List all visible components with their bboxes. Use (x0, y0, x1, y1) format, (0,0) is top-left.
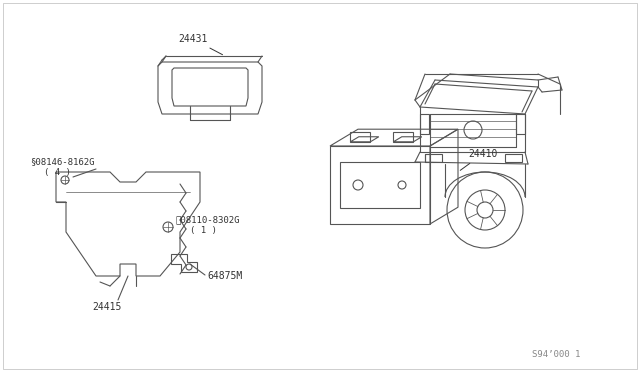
Text: 24415: 24415 (92, 302, 122, 312)
Text: 08110-8302G: 08110-8302G (176, 215, 241, 224)
Text: ( 1 ): ( 1 ) (190, 226, 217, 235)
Text: 24410: 24410 (460, 149, 497, 170)
Text: 64875M: 64875M (207, 271, 243, 281)
Text: 24431: 24431 (178, 34, 223, 55)
Text: S94’000 1: S94’000 1 (532, 350, 580, 359)
Text: ( 4 ): ( 4 ) (44, 168, 71, 177)
Text: §08146-8162G: §08146-8162G (30, 157, 95, 166)
